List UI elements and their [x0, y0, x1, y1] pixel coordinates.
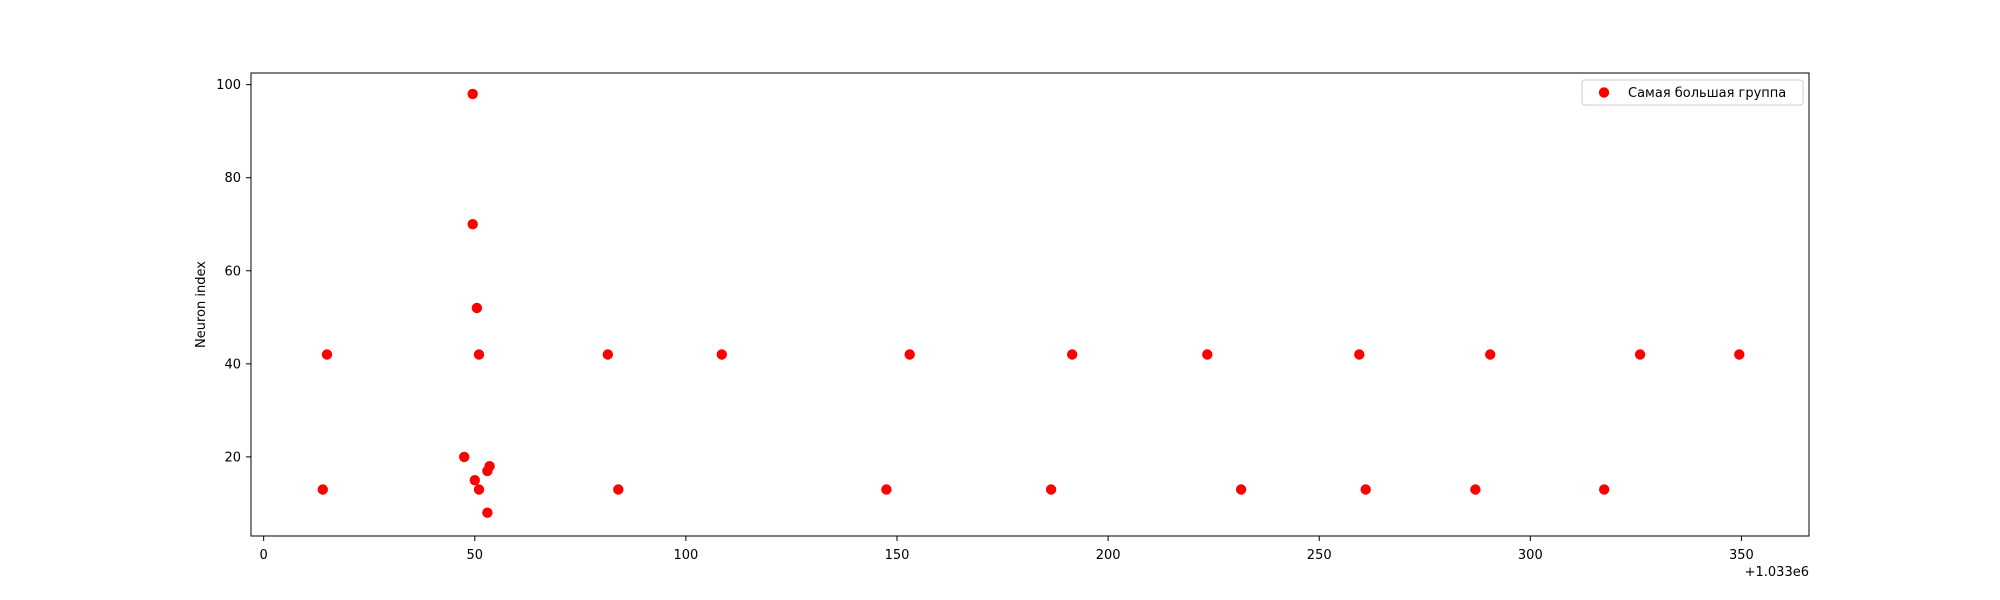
x-tick-label: 300	[1518, 548, 1543, 563]
data-point	[482, 507, 493, 518]
data-point	[881, 484, 892, 495]
y-tick-label: 40	[224, 357, 241, 372]
data-point	[1470, 484, 1481, 495]
legend-marker	[1598, 87, 1610, 98]
data-point	[1599, 484, 1610, 495]
x-tick-label: 50	[467, 548, 484, 563]
data-point	[467, 219, 478, 230]
data-point	[1485, 349, 1496, 360]
data-point	[321, 349, 333, 360]
data-point	[1235, 484, 1247, 495]
data-point	[1202, 349, 1213, 360]
data-point	[1734, 349, 1745, 360]
data-point	[473, 484, 485, 495]
plot-area	[317, 88, 1745, 518]
data-point	[473, 349, 485, 360]
data-point	[716, 349, 727, 360]
legend-label: Самая большая группа	[1628, 86, 1786, 101]
x-tick-label: 350	[1729, 548, 1754, 563]
x-axis-offset-label: +1.033e6	[1745, 565, 1809, 580]
data-point	[602, 349, 613, 360]
data-point	[467, 88, 478, 100]
legend: Самая большая группа	[1581, 79, 1804, 106]
axes: 0 50 100 150 200 250 300 350 20 40 60 80 100	[216, 72, 1810, 563]
data-point	[471, 302, 483, 314]
y-tick-label: 60	[224, 264, 241, 279]
data-point	[1360, 484, 1371, 495]
data-point	[317, 484, 328, 495]
x-tick-label: 150	[885, 548, 910, 563]
x-tick-label: 100	[673, 548, 698, 563]
data-point	[469, 475, 480, 486]
data-point	[1045, 484, 1057, 495]
x-tick-label: 200	[1096, 548, 1121, 563]
y-axis-label: Neuron index	[194, 261, 209, 348]
y-tick-label: 100	[216, 78, 241, 93]
data-point	[459, 451, 470, 463]
data-point	[1634, 349, 1646, 360]
y-tick-label: 20	[224, 450, 241, 465]
data-point	[484, 461, 495, 472]
data-point	[904, 349, 915, 360]
data-point	[1067, 349, 1078, 360]
y-tick-label: 80	[224, 171, 241, 186]
x-tick-label: 250	[1307, 548, 1332, 563]
axes-frame	[250, 72, 1810, 537]
legend-frame	[1581, 79, 1804, 106]
data-point	[613, 484, 624, 495]
data-point	[1354, 349, 1365, 360]
x-tick-label: 0	[260, 548, 268, 563]
